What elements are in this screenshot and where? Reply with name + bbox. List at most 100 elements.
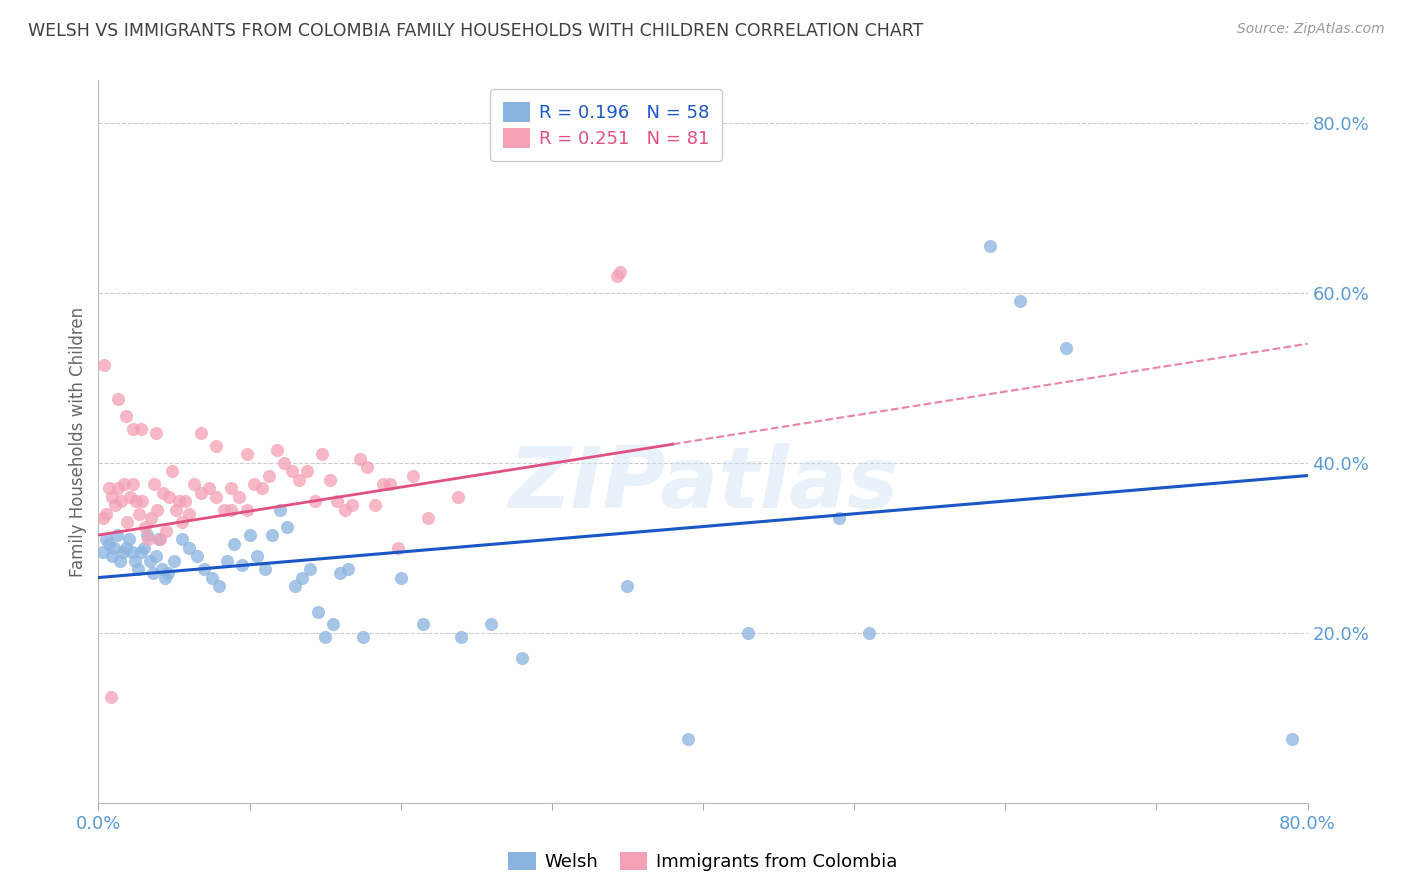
Point [322,617,344,632]
Point [98,481,121,495]
Point [134,519,156,533]
Text: WELSH VS IMMIGRANTS FROM COLOMBIA FAMILY HOUSEHOLDS WITH CHILDREN CORRELATION CH: WELSH VS IMMIGRANTS FROM COLOMBIA FAMILY… [28,22,924,40]
Point [91,511,114,525]
Point [148,533,170,547]
Point [170,516,193,530]
Point [352,630,374,644]
Point [91,545,114,559]
Point [146,502,169,516]
Point [243,477,266,491]
Point [179,507,201,521]
Point [273,456,295,470]
Point [143,477,166,491]
Point [131,494,153,508]
Point [142,566,165,581]
Point [616,579,638,593]
Point [155,524,177,538]
Point [156,566,179,581]
Point [179,541,201,555]
Point [235,447,257,461]
Point [221,481,243,495]
Point [173,494,195,508]
Point [257,468,280,483]
Point [356,460,378,475]
Point [676,732,699,747]
Point [326,494,349,508]
Point [416,511,439,525]
Point [153,570,176,584]
Text: Source: ZipAtlas.com: Source: ZipAtlas.com [1237,22,1385,37]
Point [104,498,127,512]
Point [149,533,172,547]
Point [121,545,143,559]
Point [364,498,387,512]
Point [828,511,851,525]
Point [94,533,117,547]
Point [112,477,135,491]
Point [145,549,167,564]
Point [246,549,269,564]
Point [162,464,184,478]
Point [228,490,250,504]
Point [311,447,333,461]
Point [212,502,235,516]
Point [304,494,326,508]
Point [105,528,128,542]
Point [291,570,314,584]
Point [224,536,246,550]
Point [235,502,257,516]
Point [276,519,298,533]
Point [858,625,880,640]
Point [387,541,409,555]
Point [314,630,336,644]
Point [342,498,364,512]
Point [281,464,304,478]
Point [114,541,136,555]
Point [269,502,291,516]
Point [129,422,152,436]
Point [609,264,631,278]
Point [193,562,215,576]
Legend: Welsh, Immigrants from Colombia: Welsh, Immigrants from Colombia [502,845,904,879]
Point [170,533,193,547]
Legend: R = 0.196   N = 58, R = 0.251   N = 81: R = 0.196 N = 58, R = 0.251 N = 81 [491,89,723,161]
Point [378,477,401,491]
Point [288,473,311,487]
Point [165,502,187,516]
Point [215,553,238,567]
Point [250,481,273,495]
Point [318,473,340,487]
Point [190,425,212,440]
Point [284,579,307,593]
Point [606,268,628,283]
Point [266,443,288,458]
Point [402,468,425,483]
Point [93,358,115,372]
Point [101,549,124,564]
Point [412,617,434,632]
Point [167,494,190,508]
Point [190,485,212,500]
Point [118,533,141,547]
Point [110,494,132,508]
Point [186,549,208,564]
Point [510,651,533,665]
Point [239,528,262,542]
Point [299,562,322,576]
Point [979,239,1001,253]
Point [122,422,145,436]
Point [120,490,142,504]
Point [136,533,159,547]
Point [127,562,149,576]
Point [114,409,136,423]
Point [221,502,243,516]
Point [124,553,146,567]
Point [371,477,394,491]
Point [101,490,124,504]
Point [150,562,173,576]
Point [329,566,352,581]
Point [108,553,131,567]
Point [163,553,186,567]
Point [262,528,284,542]
Point [737,625,759,640]
